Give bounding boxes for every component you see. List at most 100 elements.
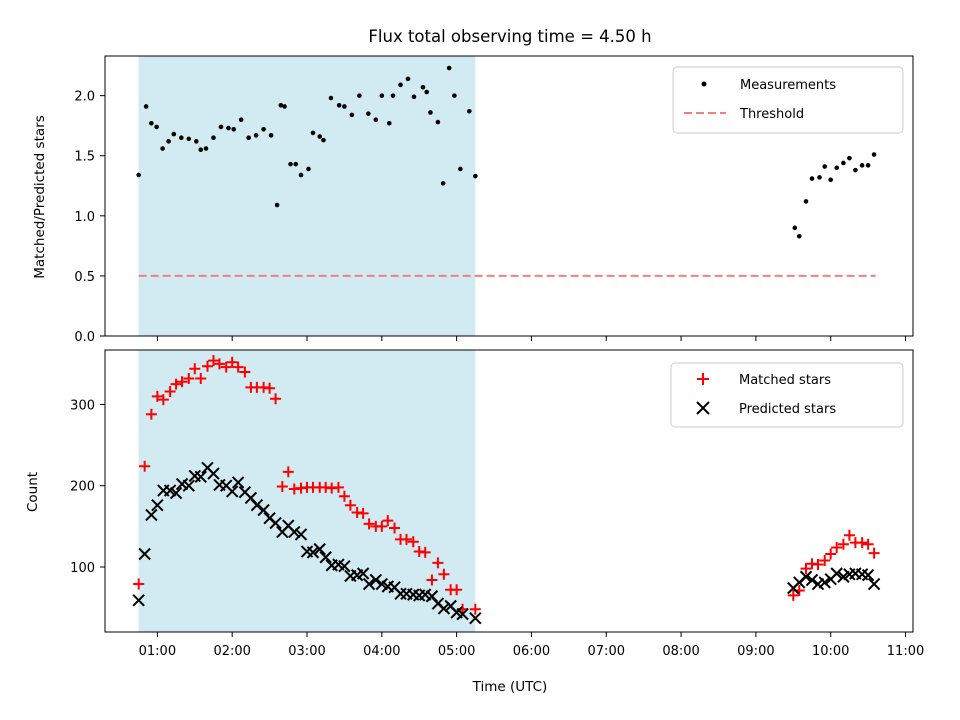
measurement-point (298, 172, 304, 178)
measurement-point (373, 117, 379, 122)
top-y-tick-label: 1.0 (74, 210, 95, 225)
predicted-star-point (182, 479, 196, 492)
measurement-point (321, 137, 326, 143)
measurement-point (452, 93, 457, 98)
matched-star-point (157, 394, 169, 406)
matched-star-point (170, 378, 182, 390)
matched-star-point (133, 578, 145, 590)
x-tick-label: 07:00 (588, 644, 625, 659)
predicted-star-point (469, 611, 482, 625)
legend-measurements-label: Measurements (740, 78, 836, 93)
measurement-point (473, 173, 478, 179)
top-y-tick-label: 2.0 (74, 90, 95, 105)
measurement-point (231, 127, 236, 132)
measurement-point (166, 139, 171, 144)
measurement-point (342, 104, 347, 109)
measurement-point (817, 175, 822, 180)
matched-star-point (401, 533, 413, 545)
x-tick-label: 01:00 (139, 644, 176, 659)
matched-star-point (264, 382, 276, 394)
measurement-point (136, 172, 141, 178)
top-frame (104, 55, 914, 337)
predicted-star-point (132, 594, 145, 607)
measurement-point (211, 135, 216, 141)
x-tick-label: 06:00 (513, 644, 550, 659)
predicted-star-point (830, 567, 843, 580)
matched-star-point (868, 547, 880, 559)
predicted-star-point (250, 499, 264, 512)
predicted-star-point (151, 499, 164, 512)
measurement-point (278, 102, 284, 108)
bottom-frame (104, 349, 914, 633)
predicted-star-point (294, 528, 308, 541)
x-tick-label: 08:00 (662, 644, 699, 659)
matched-star-point (426, 574, 438, 586)
matched-star-point (276, 481, 288, 493)
matched-star-point (176, 376, 188, 388)
matched-star-point (232, 361, 244, 373)
measurement-point (238, 117, 244, 122)
predicted-star-point (867, 577, 881, 591)
measurement-point (428, 110, 433, 115)
measurement-point (198, 147, 204, 153)
top-highlight-band (138, 56, 476, 336)
measurement-point (859, 163, 865, 168)
measurement-point (246, 135, 251, 141)
matched-star-point (226, 356, 238, 368)
measurement-point (154, 124, 159, 130)
x-tick-label: 09:00 (737, 644, 774, 659)
matched-star-point (419, 546, 431, 558)
measurement-point (160, 146, 165, 151)
matched-star-point (376, 520, 388, 532)
measurement-point (841, 160, 846, 166)
matched-star-point (183, 372, 195, 384)
predicted-star-point (145, 508, 158, 522)
matched-star-point (819, 554, 831, 566)
x-tick-label: 02:00 (213, 644, 250, 659)
predicted-star-point (169, 486, 183, 500)
measurement-point (435, 119, 441, 125)
matched-star-point (189, 363, 201, 375)
matched-star-point (139, 460, 151, 472)
measurement-point (288, 161, 293, 167)
measurement-point (424, 89, 430, 95)
measurement-point (226, 125, 231, 131)
x-tick-label: 05:00 (438, 644, 475, 659)
matched-star-point (469, 603, 481, 615)
measurement-point (834, 165, 839, 171)
measurement-point (446, 65, 452, 71)
predicted-star-point (437, 602, 451, 615)
predicted-star-point (194, 470, 207, 483)
matched-star-point (357, 507, 369, 519)
predicted-star-point (288, 525, 301, 539)
measurement-point (828, 177, 834, 183)
measurement-point (268, 133, 274, 138)
predicted-star-point (269, 516, 282, 530)
matched-star-point (282, 466, 294, 478)
measurement-point (796, 233, 802, 239)
measurement-point (143, 104, 149, 109)
matched-star-point (164, 385, 176, 397)
measurement-point (328, 95, 334, 101)
predicted-star-point (362, 577, 376, 591)
predicted-star-point (338, 559, 351, 573)
predicted-star-point (319, 551, 332, 564)
matched-star-point (195, 372, 207, 384)
matched-star-point (812, 559, 824, 571)
measurement-point (865, 163, 871, 168)
matched-star-point (825, 548, 837, 560)
measurement-point (467, 108, 472, 114)
predicted-star-point (207, 467, 220, 480)
measurement-point (386, 120, 392, 126)
predicted-star-point (818, 576, 831, 589)
x-axis-label: Time (UTC) (472, 679, 548, 695)
measurement-point (822, 164, 828, 169)
measurement-point (398, 82, 403, 88)
measurement-point (274, 202, 280, 208)
legend-measurements-marker (701, 81, 707, 87)
x-tick-label: 04:00 (363, 644, 400, 659)
x-tick-label: 10:00 (812, 644, 849, 659)
measurement-point (366, 111, 371, 116)
legend-matched-label: Matched stars (739, 373, 831, 388)
matched-star-point (344, 499, 356, 511)
